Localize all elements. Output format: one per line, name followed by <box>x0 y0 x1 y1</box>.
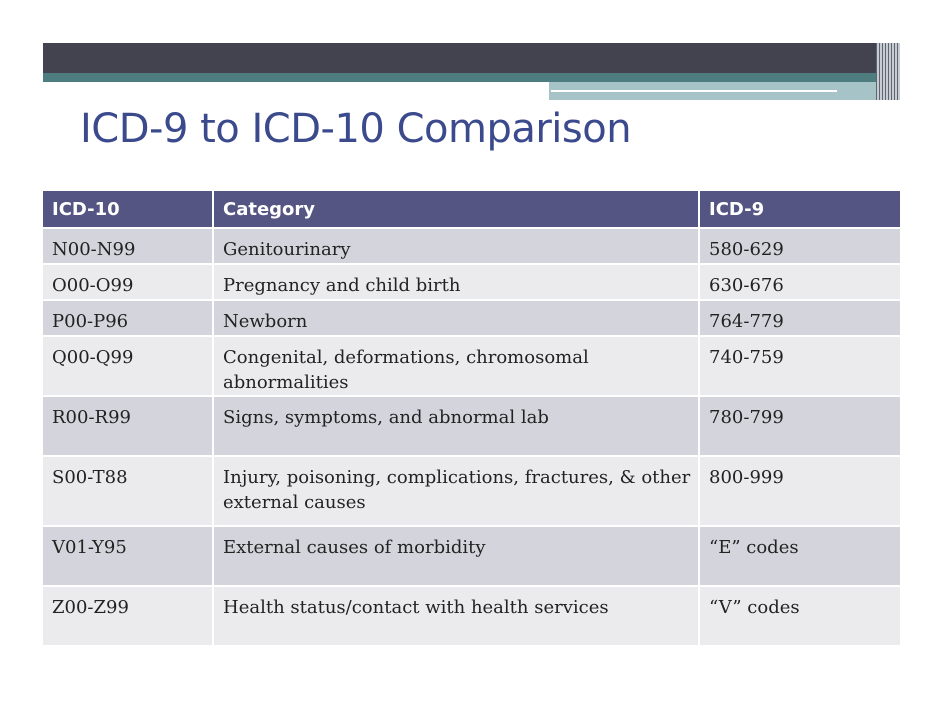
header-bar-line <box>551 90 837 92</box>
cell-category: Health status/contact with health servic… <box>213 586 700 647</box>
cell-category: Newborn <box>213 300 700 337</box>
table-row: Q00-Q99 Congenital, deformations, chromo… <box>43 336 900 397</box>
header-category: Category <box>213 191 700 229</box>
header-icd9: ICD-9 <box>699 191 900 229</box>
table-row: O00-O99 Pregnancy and child birth 630-67… <box>43 264 900 301</box>
cell-icd10: V01-Y95 <box>43 526 214 587</box>
header-bar-dark <box>43 43 900 73</box>
table-row: Z00-Z99 Health status/contact with healt… <box>43 586 900 647</box>
cell-category: Genitourinary <box>213 228 700 265</box>
cell-icd10: S00-T88 <box>43 456 214 527</box>
cell-icd9: 740-759 <box>699 336 900 397</box>
table-row: S00-T88 Injury, poisoning, complications… <box>43 456 900 527</box>
table-header-row: ICD-10 Category ICD-9 <box>43 191 900 229</box>
table-row: R00-R99 Signs, symptoms, and abnormal la… <box>43 396 900 457</box>
table-row: N00-N99 Genitourinary 580-629 <box>43 228 900 265</box>
header-stripes <box>876 43 900 100</box>
cell-icd9: 764-779 <box>699 300 900 337</box>
cell-category: Pregnancy and child birth <box>213 264 700 301</box>
header-bar-teal <box>43 73 900 82</box>
cell-icd10: O00-O99 <box>43 264 214 301</box>
cell-icd9: “V” codes <box>699 586 900 647</box>
cell-icd9: 630-676 <box>699 264 900 301</box>
cell-category: External causes of morbidity <box>213 526 700 587</box>
cell-category: Injury, poisoning, complications, fractu… <box>213 456 700 527</box>
cell-icd9: 800-999 <box>699 456 900 527</box>
cell-icd10: N00-N99 <box>43 228 214 265</box>
table-row: P00-P96 Newborn 764-779 <box>43 300 900 337</box>
cell-icd10: Q00-Q99 <box>43 336 214 397</box>
slide-title: ICD-9 to ICD-10 Comparison <box>80 106 632 152</box>
table-row: V01-Y95 External causes of morbidity “E”… <box>43 526 900 587</box>
cell-icd10: P00-P96 <box>43 300 214 337</box>
cell-category: Signs, symptoms, and abnormal lab <box>213 396 700 457</box>
cell-icd9: 780-799 <box>699 396 900 457</box>
cell-icd9: “E” codes <box>699 526 900 587</box>
cell-icd10: R00-R99 <box>43 396 214 457</box>
cell-icd9: 580-629 <box>699 228 900 265</box>
cell-category: Congenital, deformations, chromosomal ab… <box>213 336 700 397</box>
comparison-table: ICD-10 Category ICD-9 N00-N99 Genitourin… <box>43 191 900 647</box>
header-icd10: ICD-10 <box>43 191 214 229</box>
cell-icd10: Z00-Z99 <box>43 586 214 647</box>
